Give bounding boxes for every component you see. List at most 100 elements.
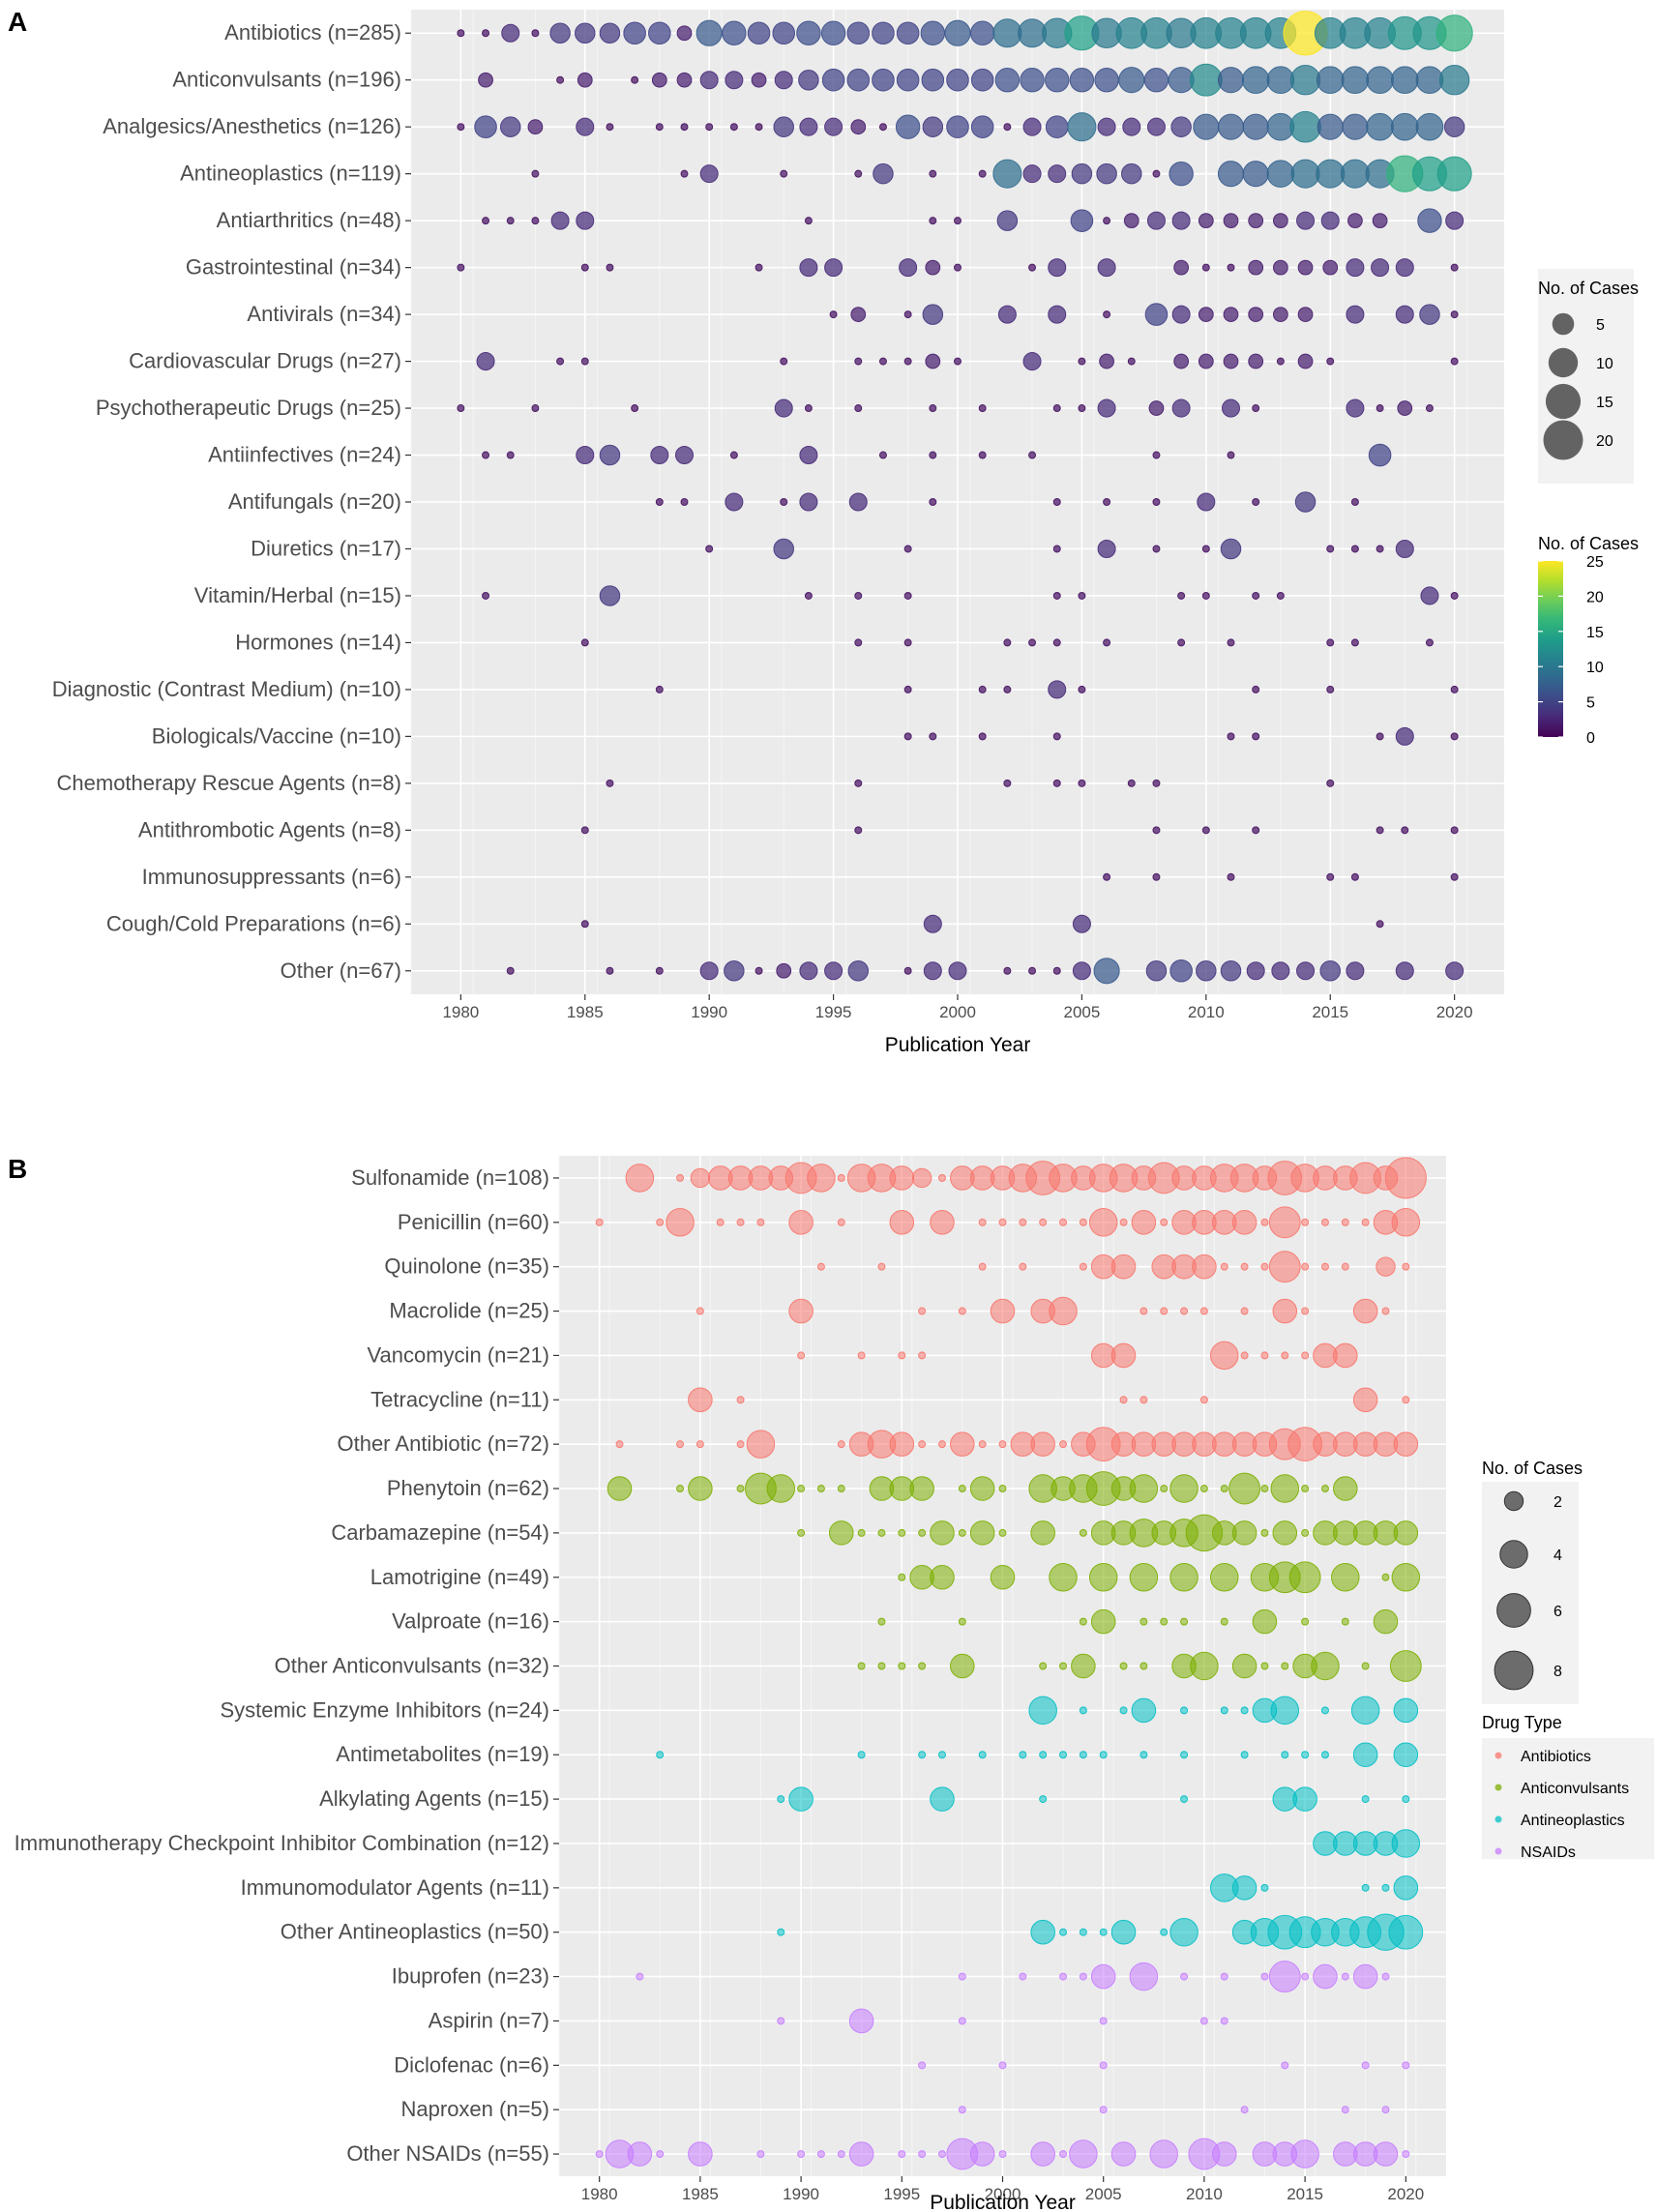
data-point (1180, 1972, 1189, 1981)
category-label-gastrointestinal-n-34: Gastrointestinal (n=34) (186, 255, 401, 280)
data-point (1402, 1396, 1410, 1404)
data-point (736, 1218, 745, 1226)
data-point (1301, 1751, 1310, 1759)
data-point (751, 72, 767, 88)
data-point (918, 1307, 927, 1315)
data-point (1381, 1307, 1390, 1315)
data-point (1152, 826, 1161, 835)
data-point (1201, 826, 1210, 835)
data-point (576, 117, 595, 136)
data-point (1272, 259, 1288, 276)
data-point (1152, 779, 1161, 787)
data-point (655, 123, 664, 132)
data-point (1342, 113, 1369, 140)
data-point (1371, 258, 1390, 278)
data-point (1397, 400, 1413, 416)
category-label-sulfonamide-n-108: Sulfonamide (n=108) (351, 1165, 549, 1190)
data-point (1069, 2139, 1098, 2168)
data-point (799, 446, 818, 465)
data-point (1189, 63, 1223, 97)
data-point (1097, 258, 1116, 278)
data-point (1248, 307, 1264, 322)
data-point (978, 1218, 987, 1226)
data-point (798, 69, 819, 91)
series-hormones-n-14 (580, 638, 1434, 647)
data-point (970, 68, 994, 92)
data-point (1048, 680, 1067, 699)
data-point (1093, 958, 1120, 985)
data-point (1059, 1662, 1068, 1670)
data-point (1289, 110, 1321, 143)
data-point (903, 545, 912, 553)
data-point (1003, 638, 1012, 647)
data-point (655, 498, 664, 506)
data-point (1019, 1972, 1027, 1981)
category-label-phenytoin-n-62: Phenytoin (n=62) (387, 1476, 549, 1500)
data-point (1228, 1472, 1261, 1505)
data-point (930, 1520, 955, 1546)
category-label-antibiotics-n-285: Antibiotics (n=285) (224, 20, 401, 44)
data-point (1079, 1528, 1087, 1537)
data-point (1180, 1751, 1189, 1759)
data-point (1326, 357, 1335, 366)
data-point (857, 1662, 866, 1670)
data-point (1143, 67, 1169, 93)
data-point (954, 263, 962, 272)
data-point (1240, 1751, 1249, 1759)
data-point (1402, 2150, 1410, 2159)
data-point (676, 25, 693, 42)
data-point (607, 1476, 633, 1501)
data-point (506, 451, 515, 459)
data-point (1144, 303, 1169, 326)
data-point (1097, 117, 1116, 136)
data-point (1097, 539, 1116, 558)
category-label-antiinfectives-n-24: Antiinfectives (n=24) (208, 443, 401, 467)
data-point (1160, 1218, 1169, 1226)
size-legend-label: 20 (1596, 433, 1613, 450)
data-point (1361, 1883, 1370, 1892)
data-point (1127, 779, 1136, 787)
data-point (1231, 1875, 1258, 1901)
data-point (857, 1351, 866, 1360)
data-point (1103, 310, 1111, 319)
data-point (722, 20, 747, 45)
data-point (958, 1617, 966, 1626)
data-point (680, 169, 689, 178)
series-chemotherapy-rescue-agents-n-8 (606, 779, 1335, 787)
data-point (676, 1485, 685, 1493)
data-point (998, 2061, 1007, 2070)
data-point (847, 960, 870, 982)
data-point (1393, 1742, 1419, 1768)
data-point (1103, 498, 1111, 506)
data-point (1146, 211, 1166, 230)
data-point (1022, 352, 1042, 371)
data-point (457, 123, 465, 132)
data-point (1110, 1919, 1137, 1945)
data-point (1319, 960, 1341, 982)
data-point (1152, 498, 1161, 506)
data-point (1313, 1963, 1338, 1990)
size-legend-key (1499, 1540, 1528, 1569)
data-point (729, 451, 738, 459)
data-point (997, 305, 1017, 324)
data-point (1320, 211, 1340, 230)
data-point (695, 1307, 704, 1315)
data-point (506, 966, 515, 975)
data-point (777, 1795, 785, 1804)
data-point (690, 1167, 711, 1189)
data-point (1197, 492, 1216, 512)
data-point (889, 1165, 915, 1191)
data-point (1129, 1961, 1159, 1991)
data-point (725, 492, 744, 512)
data-point (969, 2141, 995, 2167)
data-point (595, 1218, 604, 1226)
x-tick-label: 2015 (1287, 2185, 1323, 2203)
data-point (1376, 545, 1384, 553)
data-point (1438, 65, 1470, 96)
data-point (531, 169, 540, 178)
data-point (1252, 591, 1260, 600)
data-point (1333, 1476, 1358, 1501)
data-point (1030, 1919, 1055, 1945)
data-point (1346, 305, 1365, 324)
data-point (1177, 638, 1186, 647)
